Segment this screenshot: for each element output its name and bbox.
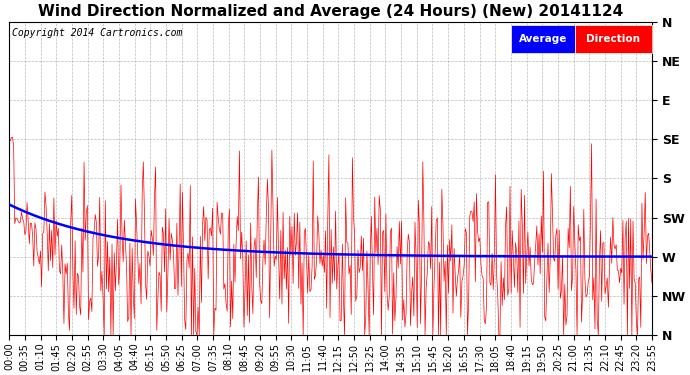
Title: Wind Direction Normalized and Average (24 Hours) (New) 20141124: Wind Direction Normalized and Average (2… <box>38 4 623 19</box>
FancyBboxPatch shape <box>511 25 575 53</box>
FancyBboxPatch shape <box>575 25 652 53</box>
Text: Average: Average <box>518 34 567 44</box>
Text: Direction: Direction <box>586 34 640 44</box>
Text: Copyright 2014 Cartronics.com: Copyright 2014 Cartronics.com <box>12 28 183 38</box>
